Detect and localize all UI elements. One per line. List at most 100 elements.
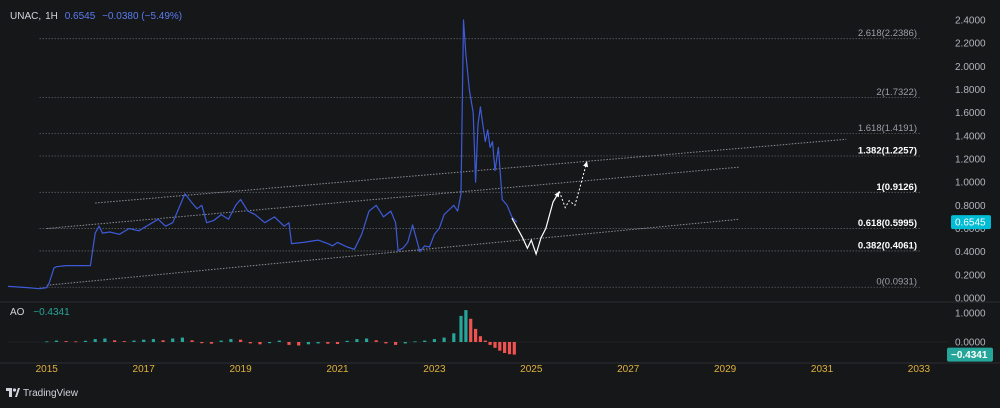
ao-bar [142, 339, 146, 342]
ao-bar [180, 337, 184, 342]
ao-bar [464, 310, 468, 342]
ao-bar [45, 341, 49, 343]
ao-bar [413, 341, 417, 343]
y-tick-label: 0.0000 [955, 294, 986, 305]
ao-bar [74, 341, 78, 343]
ao-bar [113, 340, 117, 342]
ao-bar [493, 342, 497, 348]
ao-bar [403, 342, 407, 344]
time-axis-label: 2033 [908, 364, 931, 375]
ao-bar [316, 342, 320, 344]
ao-bar [432, 339, 436, 342]
ao-bar [219, 340, 223, 342]
projection-path [511, 191, 560, 256]
time-axis-label: 2027 [617, 364, 640, 375]
ao-bar [229, 339, 233, 342]
current-price-label: 0.6545 [955, 218, 986, 229]
tradingview-logo[interactable]: TradingView [6, 388, 78, 399]
ao-bar [459, 315, 463, 342]
ao-bar [239, 339, 243, 342]
price-series-line [7, 19, 518, 290]
interval-label[interactable]: 1H [45, 11, 58, 22]
fib-level-label: 1.382(1.2257) [858, 146, 917, 157]
ao-bar [103, 338, 107, 342]
projection-path-dashed [558, 161, 588, 209]
ao-bar [122, 341, 126, 342]
y-tick-label: 1.2000 [955, 155, 986, 166]
ao-bar [365, 338, 369, 342]
y-tick-label: 0.6000 [955, 224, 986, 235]
y-tick-label: 0.4000 [955, 247, 986, 258]
ao-bar [452, 333, 456, 342]
fib-level-label: 0.382(0.4061) [858, 240, 917, 251]
ao-label[interactable]: AO [10, 307, 25, 318]
ao-value-tag [947, 347, 993, 362]
projection-arrowhead [583, 161, 589, 168]
ao-bar [478, 336, 482, 342]
ao-bar [151, 339, 155, 342]
ao-header: AO −0.4341 [10, 307, 70, 318]
time-axis-label: 2017 [133, 364, 156, 375]
trendline [95, 138, 847, 204]
ao-bar [355, 339, 359, 342]
ao-bar [132, 340, 136, 342]
y-tick-label: 1.6000 [955, 108, 986, 119]
ao-y-tick-label: 0.0000 [955, 338, 986, 349]
ao-bar [384, 342, 388, 344]
ao-bar [268, 342, 272, 344]
fib-level-label: 0(0.0931) [876, 277, 917, 288]
ao-bar [93, 339, 97, 342]
ao-bar [326, 342, 330, 344]
ao-bar [488, 342, 492, 345]
y-tick-label: 1.4000 [955, 131, 986, 142]
fib-level-label: 0.618(0.5995) [858, 218, 917, 229]
symbol-separator: , [38, 11, 42, 22]
ao-bar [306, 342, 310, 345]
ao-bar [423, 340, 427, 342]
time-axis-label: 2031 [811, 364, 834, 375]
y-tick-label: 0.2000 [955, 270, 986, 281]
logo-text: TradingView [23, 388, 79, 399]
ao-bar [345, 340, 349, 342]
y-tick-label: 1.8000 [955, 85, 986, 96]
ao-bar [297, 342, 301, 346]
last-price: 0.6545 [64, 11, 96, 22]
ao-y-tick-label: 1.0000 [955, 309, 986, 320]
trendline [46, 218, 740, 286]
time-axis-label: 2019 [229, 364, 252, 375]
ao-bar [394, 342, 398, 345]
fib-level-label: 2.618(2.2386) [858, 28, 917, 39]
ao-bar [498, 342, 502, 351]
time-axis-label: 2015 [36, 364, 59, 375]
ao-bar [474, 328, 478, 342]
ao-bar [209, 342, 214, 344]
y-tick-label: 2.2000 [955, 39, 986, 50]
ao-bar [171, 338, 175, 342]
time-axis-label: 2023 [423, 364, 446, 375]
ao-bar [83, 340, 88, 342]
ao-bar [200, 342, 204, 344]
ao-value: −0.4341 [33, 307, 70, 318]
fib-level-label: 1.618(1.4191) [858, 123, 917, 134]
ao-bar [483, 340, 487, 342]
fib-level-label: 2(1.7322) [876, 87, 917, 98]
ao-bar [507, 342, 512, 355]
ao-bar [287, 342, 291, 345]
ao-bar [258, 342, 262, 345]
fib-level-label: 1(0.9126) [876, 182, 917, 193]
y-tick-label: 2.0000 [955, 62, 986, 73]
ao-bar [277, 340, 281, 342]
y-tick-label: 2.4000 [955, 16, 986, 27]
ao-bar [512, 342, 516, 355]
symbol-header: UNAC, 1H 0.6545 −0.0380 (−5.49%) [10, 11, 186, 22]
ao-bar [190, 340, 194, 342]
tradingview-logo-icon [6, 388, 20, 397]
symbol-name[interactable]: UNAC [10, 11, 39, 22]
trendline [46, 166, 740, 229]
ao-bar [335, 342, 340, 344]
ao-bar [503, 342, 507, 353]
ao-bar [161, 340, 165, 342]
price-change: −0.0380 (−5.49%) [102, 11, 183, 22]
